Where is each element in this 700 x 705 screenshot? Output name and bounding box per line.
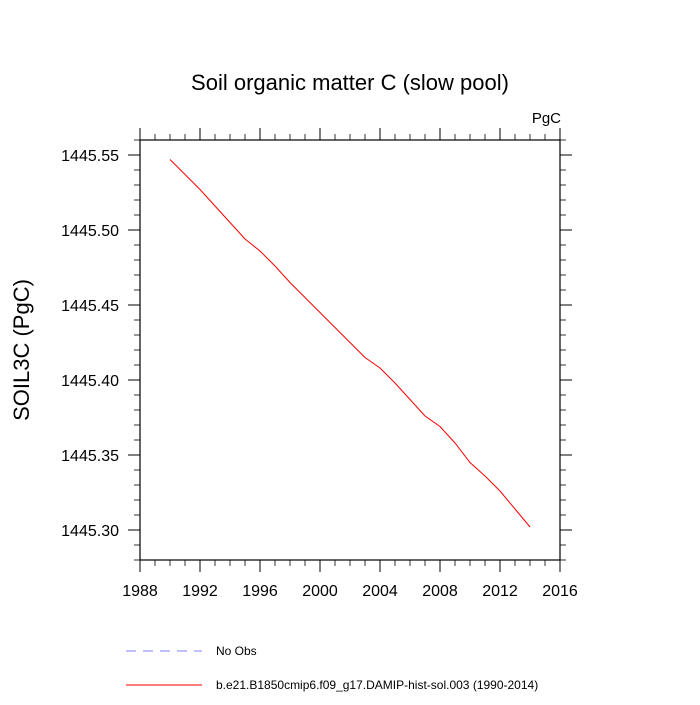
series-line-model <box>169 159 531 528</box>
x-tick-label: 1996 <box>242 583 278 600</box>
legend-label-no-obs: No Obs <box>216 644 257 658</box>
tick-labels: 1988 1992 1996 2000 2004 2008 2012 2016 1445.30 1… <box>61 148 578 600</box>
axis-ticks <box>128 128 572 572</box>
y-tick-label: 1445.45 <box>61 298 119 315</box>
y-tick-label: 1445.50 <box>61 223 119 240</box>
y-tick-label: 1445.55 <box>61 148 119 165</box>
legend-label-model: b.e21.B1850cmip6.f09_g17.DAMIP-hist-sol.… <box>216 678 538 692</box>
y-tick-label: 1445.40 <box>61 373 119 390</box>
x-tick-label: 1988 <box>122 583 158 600</box>
series-layer <box>169 159 531 528</box>
x-tick-label: 2016 <box>542 583 578 600</box>
x-tick-label: 2012 <box>482 583 518 600</box>
x-tick-label: 1992 <box>182 583 218 600</box>
y-axis-label: SOIL3C (PgC) <box>9 279 34 421</box>
legend: No Obs b.e21.B1850cmip6.f09_g17.DAMIP-hi… <box>126 644 538 692</box>
plot-frame <box>139 139 561 561</box>
x-tick-label: 2004 <box>362 583 398 600</box>
chart-title: Soil organic matter C (slow pool) <box>191 70 509 95</box>
y-tick-label: 1445.35 <box>61 448 119 465</box>
y-tick-label: 1445.30 <box>61 523 119 540</box>
x-tick-label: 2000 <box>302 583 338 600</box>
x-tick-label: 2008 <box>422 583 458 600</box>
units-label: PgC <box>532 110 561 127</box>
